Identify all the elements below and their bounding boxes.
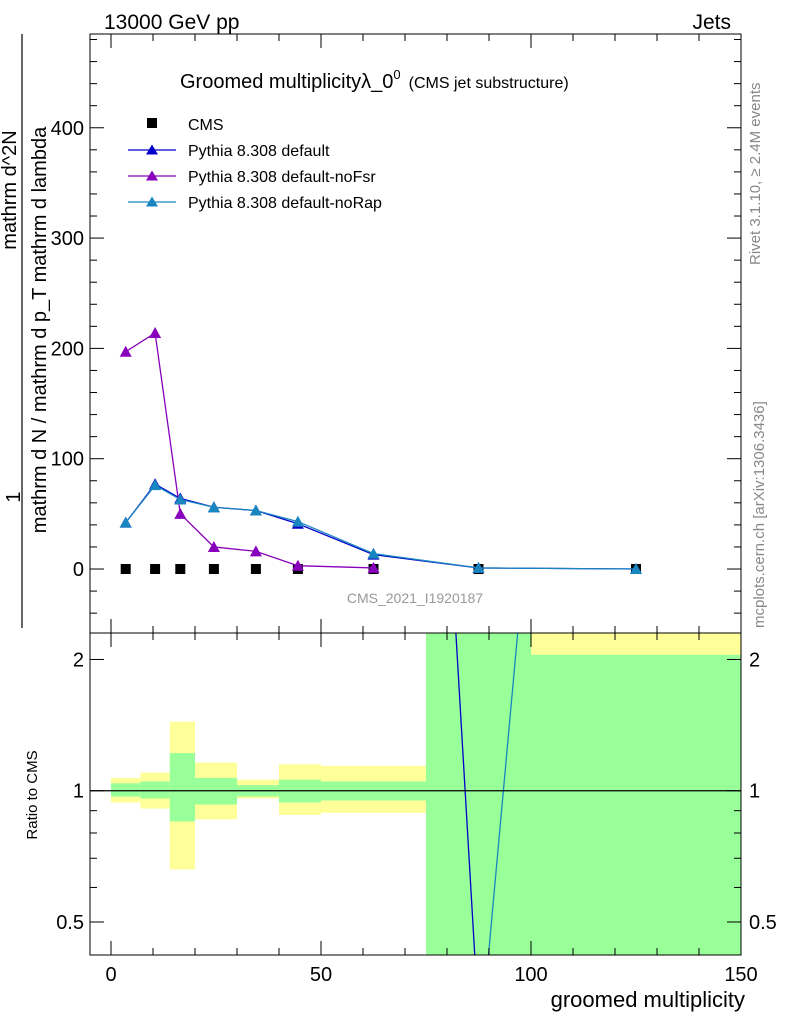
chart-title: Groomed multiplicityλ_00 (CMS jet substru… — [180, 67, 569, 93]
data-point-norap — [249, 504, 262, 516]
legend: CMS Pythia 8.308 default Pythia 8.308 de… — [128, 117, 382, 212]
y-label-top: mathrm d^2N — [0, 130, 21, 249]
ratio-plot-area — [90, 632, 741, 956]
ratio-band-green — [111, 783, 141, 797]
data-point-nofsr — [207, 540, 220, 552]
x-tick-label: 100 — [514, 964, 547, 986]
main-y-axis: 0 100 200 300 400 — [51, 39, 741, 614]
x-axis-label: groomed multiplicity — [551, 987, 745, 1012]
ratio-ytick-label-left: 2 — [73, 649, 84, 671]
ratio-y-axis: 0.5 0.5 1 1 2 2 — [56, 649, 777, 934]
data-point-norap — [119, 516, 132, 528]
data-point-norap — [472, 561, 485, 573]
main-ytick-label: 100 — [51, 449, 84, 471]
data-point-cms — [175, 564, 186, 575]
data-point-nofsr — [249, 545, 262, 557]
analysis-watermark: CMS_2021_I1920187 — [347, 590, 483, 606]
legend-marker-cms — [147, 118, 157, 128]
main-ytick-label: 400 — [51, 118, 84, 140]
y-label-numerator-one: 1 — [3, 491, 25, 502]
data-point-cms — [120, 564, 131, 575]
legend-label-default: Pythia 8.308 default — [188, 143, 330, 160]
data-point-norap — [149, 479, 162, 491]
ratio-band-green — [140, 781, 170, 799]
ratio-ytick-label-right: 1 — [749, 781, 760, 803]
main-x-ticks — [110, 34, 742, 633]
series-default — [119, 478, 642, 575]
data-point-cms — [150, 564, 161, 575]
legend-label-norap: Pythia 8.308 default-noRap — [188, 195, 382, 212]
ratio-line — [455, 632, 476, 956]
data-point-norap — [174, 493, 187, 505]
ratio-band-green — [169, 753, 195, 822]
legend-label-nofsr: Pythia 8.308 default-noFsr — [188, 169, 376, 186]
x-tick-label: 0 — [105, 964, 116, 986]
ratio-band-green — [531, 654, 741, 955]
data-point-norap — [367, 547, 380, 559]
ratio-line — [487, 632, 519, 956]
x-tick-label: 150 — [724, 964, 757, 986]
series-line-nofsr — [125, 331, 374, 569]
chart-title-sup: 0 — [393, 67, 400, 82]
data-point-norap — [630, 563, 642, 575]
mcplots-label: mcplots.cern.ch [arXiv:1306.3436] — [751, 401, 768, 628]
data-point-nofsr — [149, 326, 162, 338]
main-ytick-label: 200 — [51, 338, 84, 360]
data-point-nofsr — [367, 561, 380, 573]
rivet-version-label: Rivet 3.1.10, ≥ 2.4M events — [747, 83, 764, 266]
legend-marker-nofsr — [146, 170, 158, 181]
ratio-ytick-label-left: 1 — [73, 781, 84, 803]
ratio-frame — [89, 632, 742, 956]
x-tick-label: 50 — [310, 964, 332, 986]
ratio-panel: 0.5 0.5 1 1 2 2 0 50 100 150 Ratio to CMS groome… — [24, 632, 777, 1012]
series-line-norap — [125, 484, 637, 570]
ratio-y-axis-label: Ratio to CMS — [24, 750, 41, 839]
legend-label-cms: CMS — [188, 117, 224, 134]
series-norap — [119, 479, 642, 575]
data-point-norap — [207, 501, 220, 513]
main-ytick-label: 0 — [73, 559, 84, 581]
main-plot-area — [119, 326, 642, 575]
main-ytick-label: 300 — [51, 228, 84, 250]
data-point-nofsr — [291, 559, 304, 571]
data-point-cms — [208, 564, 219, 575]
ratio-x-axis: 0 50 100 150 — [105, 633, 758, 986]
legend-marker-default — [146, 144, 158, 155]
chart-title-main: Groomed multiplicityλ_0 — [180, 71, 393, 93]
header-energy: 13000 GeV pp — [104, 11, 239, 34]
legend-marker-norap — [146, 196, 158, 207]
ratio-ytick-label-left: 0.5 — [56, 912, 84, 934]
series-line-default — [125, 483, 637, 570]
data-point-nofsr — [174, 507, 187, 519]
series-nofsr — [119, 326, 380, 573]
ratio-band-green — [426, 633, 531, 955]
main-y-axis-label: 1 mathrm d^2N mathrm d N / mathrm d p_T … — [0, 34, 51, 628]
chart-title-suffix: (CMS jet substructure) — [409, 75, 569, 92]
data-point-nofsr — [119, 345, 132, 357]
header-jets: Jets — [692, 11, 731, 34]
ratio-ytick-label-right: 2 — [749, 649, 760, 671]
ratio-ytick-label-right: 0.5 — [749, 912, 777, 934]
data-point-norap — [291, 515, 304, 527]
data-point-cms — [250, 564, 261, 575]
y-label-denominator: mathrm d N / mathrm d p_T mathrm d lambd… — [29, 126, 51, 533]
